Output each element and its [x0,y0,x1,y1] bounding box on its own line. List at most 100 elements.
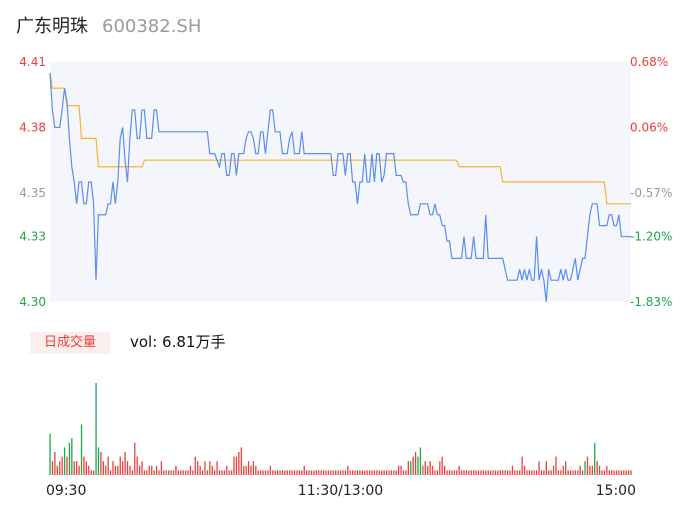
volume-bar [73,461,75,475]
volume-bar [373,470,376,475]
volume-bar [296,470,298,475]
volume-bar [88,465,90,475]
volume-bar [627,470,630,475]
volume-bar [502,470,504,475]
percent-tick-label: -1.83% [630,295,672,309]
volume-bar [523,465,526,475]
volume-bar [402,470,405,475]
volume-bar [412,456,414,475]
volume-bar [436,470,439,475]
volume-bar [400,465,402,475]
volume-bar [291,470,293,475]
volume-bar [327,470,330,475]
percent-tick-label: -0.57% [630,186,672,200]
volume-bar [303,465,305,475]
volume-bar [134,442,136,475]
volume-bar [574,470,577,475]
volume-bar [608,470,610,475]
volume-bar [448,470,451,475]
volume-bar [352,470,354,475]
price-tick-label: 4.33 [19,230,46,244]
volume-bar [131,470,134,475]
volume-bar [49,433,51,475]
volume-bar [272,470,274,475]
volume-bar [390,470,393,475]
volume-bar [458,465,460,475]
volume-tab[interactable]: 日成交量 [30,332,110,354]
volume-bar [308,470,310,475]
volume-bar [189,465,192,475]
volume-bar [434,470,436,475]
volume-bar [197,461,199,475]
volume-bar [361,470,363,475]
stock-header: 广东明珠 600382.SH [16,12,201,40]
volume-bar [487,470,489,475]
volume-bar [267,470,269,475]
volume-bar [613,470,615,475]
time-axis: 09:30 11:30/13:00 15:00 [46,483,636,499]
volume-bar [262,470,264,475]
volume-bar [97,447,100,475]
volume-bar [187,470,189,475]
volume-bar [383,470,385,475]
volume-bar [339,470,342,475]
volume-bar [349,470,351,475]
volume-bar [54,452,56,475]
volume-bar [228,470,230,475]
volume-bar [107,456,109,475]
volume-bar [354,470,356,475]
volume-bar [109,470,112,475]
volume-bar [51,461,54,475]
volume-bar [376,470,378,475]
volume-bar [330,470,332,475]
volume-bar [257,470,259,475]
percent-axis: 0.68% 0.06% -0.57% -1.20% -1.83% [630,55,672,309]
percent-tick-label: 0.68% [630,55,668,69]
volume-bar [245,465,247,475]
volume-bar [606,465,608,475]
volume-bar [102,461,104,475]
volume-bar [252,461,255,475]
volume-bar [158,470,160,475]
volume-bar [577,470,579,475]
volume-bar [497,470,499,475]
volume-bar [560,470,562,475]
volume-bar [509,470,511,475]
volume-bar [146,470,148,475]
volume-bar [344,470,347,475]
volume-bar [385,470,388,475]
volume-bar [545,461,547,475]
volume-bar [533,470,535,475]
volume-bar [591,465,593,475]
volume-bar [124,452,126,475]
volume-bar [407,461,409,475]
volume-bar [504,470,506,475]
volume-bar [105,465,107,475]
volume-bar [446,470,448,475]
volume-bar [393,470,395,475]
volume-bar [235,456,238,475]
volume-bar [306,470,308,475]
volume-bar [247,461,250,475]
volume-bar [499,470,501,475]
volume-bar [572,470,574,475]
volume-bar [199,465,201,475]
volume-bar [473,470,475,475]
volume-bar [618,470,620,475]
volume-bar [92,470,95,475]
volume-bar [371,470,373,475]
volume-bar [129,465,131,475]
volume-bar [250,465,252,475]
volume-bar [550,470,552,475]
volume-bar [310,470,313,475]
volume-bar [581,470,584,475]
volume-bar [76,461,78,475]
volume-bar [223,470,225,475]
volume-bar [565,461,567,475]
volume-bar [470,470,472,475]
volume-bar [395,470,397,475]
volume-bar [289,470,291,475]
volume-bar [562,465,564,475]
volume-bar [359,470,361,475]
